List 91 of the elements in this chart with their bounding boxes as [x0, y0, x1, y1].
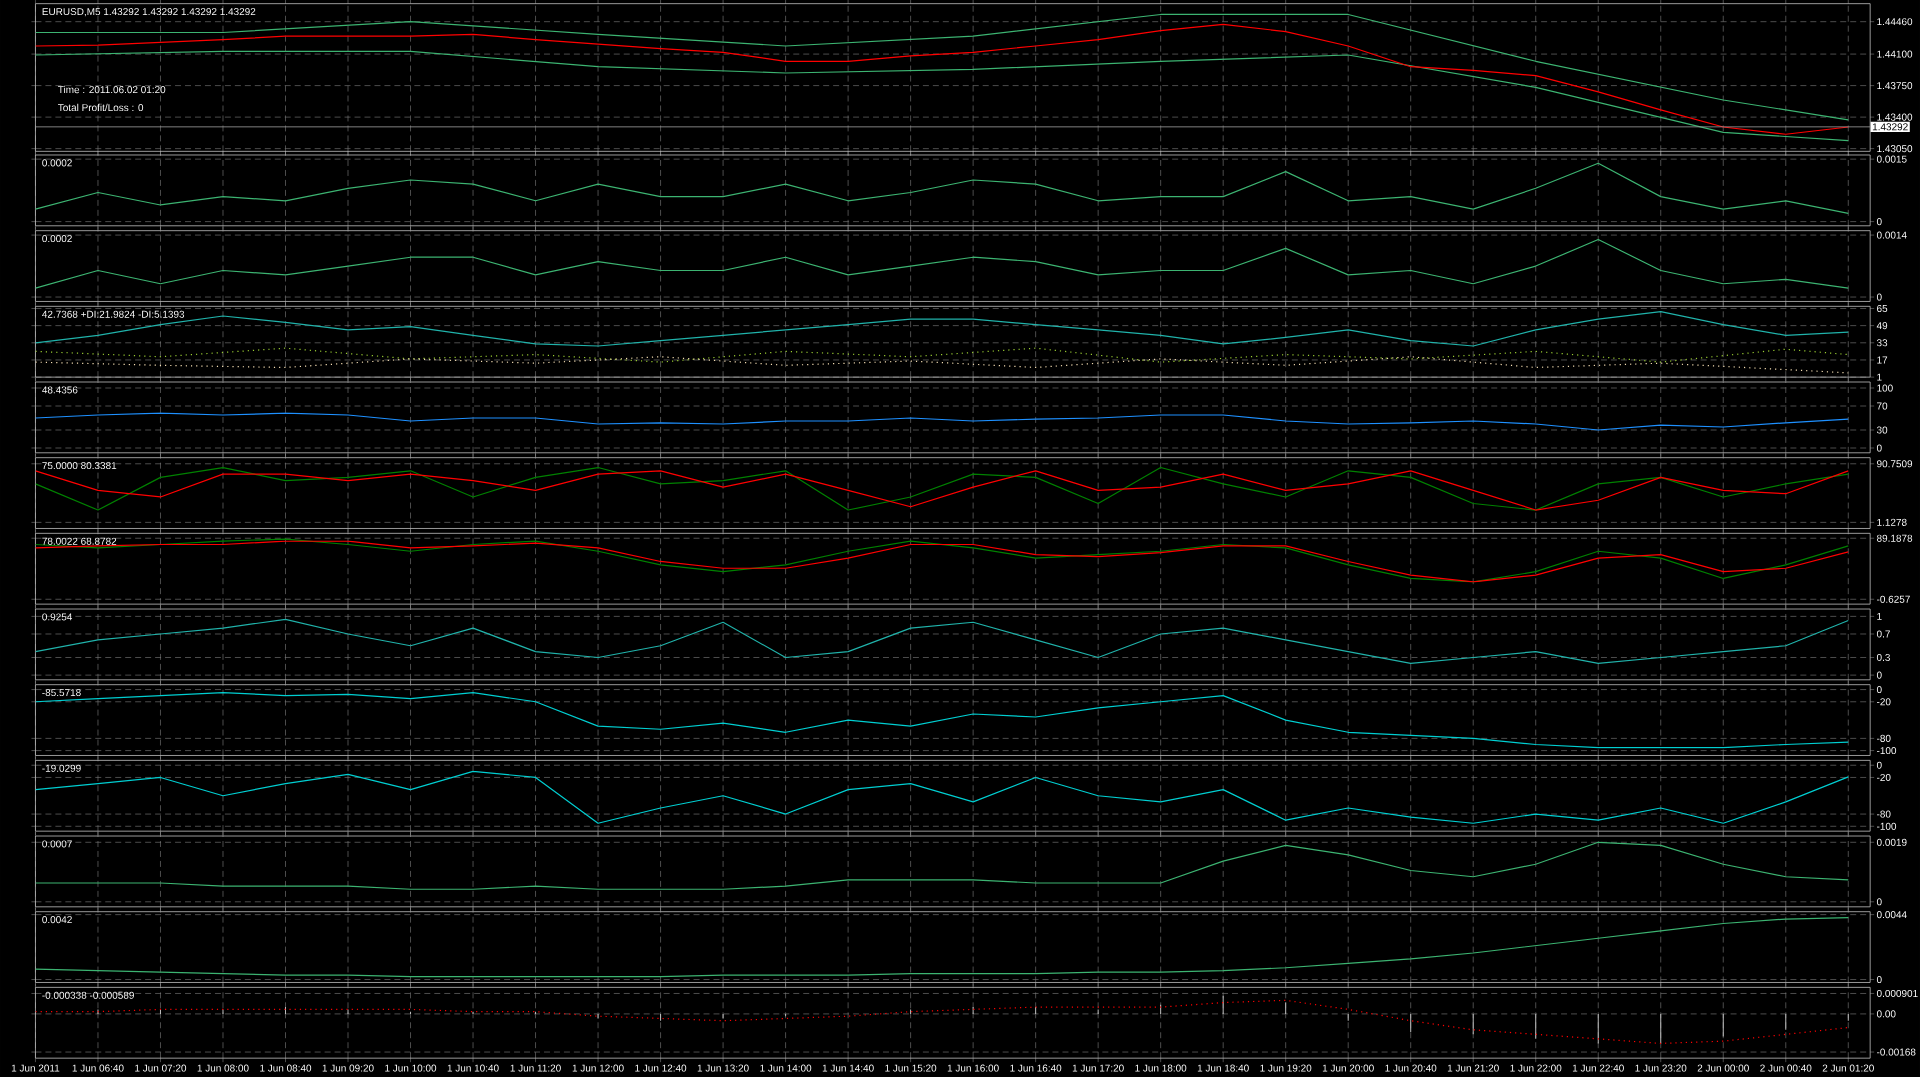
y-tick-label: -100	[1876, 747, 1897, 755]
x-tick-label: 1 Jun 08:00	[197, 1064, 249, 1072]
x-tick-label: 1 Jun 10:00	[385, 1064, 437, 1072]
y-tick-label: 17	[1877, 356, 1888, 364]
chart-title: 0.9254	[42, 613, 73, 621]
chart-title: EURUSD,M5 1.43292 1.43292 1.43292 1.43292	[42, 8, 256, 17]
x-tick-label: 1 Jun 12:40	[635, 1064, 687, 1072]
annotation: Total Profit/Loss : 0	[58, 103, 144, 112]
y-tick-label: 0.000901	[1876, 989, 1918, 998]
x-tick-label: 1 Jun 14:40	[822, 1064, 874, 1072]
y-tick-label: 0.0019	[1876, 838, 1907, 846]
y-tick-label: 0	[1876, 761, 1882, 769]
x-tick-label: 1 Jun 17:20	[1072, 1064, 1124, 1072]
y-tick-label: 0.0014	[1876, 231, 1907, 239]
line-series	[35, 356, 1849, 374]
y-tick-label: 65	[1877, 305, 1888, 313]
y-tick-label: 0	[1876, 293, 1882, 301]
y-tick-label: 33	[1876, 339, 1888, 347]
y-tick-label: 1.44100	[1877, 50, 1913, 58]
y-tick-label: 0.7	[1876, 630, 1890, 638]
x-tick-label: 2 Jun 01:20	[1822, 1064, 1874, 1072]
x-tick-label: 1 Jun 19:20	[1260, 1064, 1312, 1072]
x-tick-label: 1 Jun 13:20	[697, 1064, 749, 1072]
x-tick-label: 1 Jun 10:40	[447, 1064, 499, 1072]
chart-title: 75.0000 80.3381	[42, 462, 117, 470]
x-tick-label: 1 Jun 20:40	[1385, 1064, 1437, 1072]
x-tick-label: 1 Jun 21:20	[1447, 1064, 1499, 1072]
y-tick-label: 49	[1876, 322, 1888, 330]
x-tick-label: 1 Jun 16:40	[1010, 1064, 1062, 1072]
ref-line-label: 1.43292	[1872, 123, 1908, 131]
x-tick-label: 1 Jun 15:20	[885, 1064, 937, 1072]
chart-title: 48.4356	[42, 386, 78, 394]
line-series	[35, 412, 1849, 431]
y-tick-label: -80	[1876, 810, 1891, 818]
x-tick-label: 1 Jun 14:00	[760, 1064, 812, 1072]
chart-title: 78.0022 68.8782	[42, 537, 117, 545]
chart-title: 0.0002	[42, 159, 72, 167]
y-tick-label: 0.3	[1876, 654, 1890, 662]
chart-title: -19.0299	[42, 764, 81, 772]
y-tick-label: 90.7509	[1877, 460, 1913, 468]
x-tick-label: 1 Jun 12:00	[572, 1064, 624, 1072]
x-tick-label: 1 Jun 23:20	[1635, 1064, 1687, 1072]
y-tick-label: 1	[1877, 373, 1882, 381]
y-tick-label: 0.0015	[1876, 155, 1907, 163]
x-tick-label: 1 Jun 07:20	[135, 1064, 187, 1072]
chart-title: 0.0002	[42, 235, 72, 243]
x-tick-label: 1 Jun 18:40	[1197, 1064, 1249, 1072]
y-tick-label: 0	[1876, 898, 1882, 906]
chart-title: 0.0042	[42, 916, 72, 924]
x-tick-label: 1 Jun 11:20	[510, 1064, 561, 1072]
y-tick-label: -0.6257	[1876, 595, 1910, 603]
y-tick-label: 89.1878	[1876, 534, 1913, 542]
y-tick-label: 100	[1877, 384, 1893, 392]
y-tick-label: -100	[1876, 822, 1897, 830]
x-tick-label: 1 Jun 09:20	[322, 1064, 374, 1072]
x-tick-label: 2 Jun 00:00	[1697, 1064, 1749, 1072]
x-tick-label: 1 Jun 08:40	[260, 1064, 312, 1072]
y-tick-label: 0	[1876, 671, 1882, 679]
line-series	[35, 770, 1849, 824]
x-tick-label: 2 Jun 00:40	[1760, 1064, 1812, 1072]
line-series	[35, 50, 1849, 142]
y-tick-label: -20	[1876, 773, 1891, 782]
y-tick-label: 1.43050	[1877, 145, 1913, 153]
y-tick-label: 1.43750	[1877, 82, 1913, 90]
annotation: Time : 2011.06.02 01:20	[58, 85, 166, 94]
y-tick-label: 1	[1877, 613, 1882, 620]
x-tick-label: 1 Jun 20:00	[1322, 1064, 1374, 1072]
y-tick-label: 1.1278	[1877, 518, 1907, 526]
y-tick-label: 0.0044	[1876, 911, 1907, 919]
x-tick-label: 1 Jun 16:00	[947, 1064, 999, 1072]
y-tick-label: 0	[1876, 976, 1882, 984]
y-tick-label: 0.00	[1876, 1010, 1896, 1018]
y-tick-label: 0	[1876, 686, 1882, 694]
y-tick-label: 70	[1877, 402, 1888, 410]
x-tick-label: 1 Jun 06:40	[72, 1064, 124, 1072]
chart-title: 0.0007	[42, 840, 72, 848]
x-tick-label: 1 Jun 22:40	[1572, 1064, 1624, 1072]
x-tick-label: 1 Jun 22:00	[1510, 1064, 1562, 1072]
x-tick-label: 1 Jun 18:00	[1135, 1064, 1187, 1072]
chart-title: 42.7368 +DI:21.9824 -DI:5.1393	[42, 310, 185, 318]
chart-title: -0.000338 -0.000589	[42, 991, 134, 999]
y-tick-label: 0	[1876, 218, 1882, 226]
y-tick-label: 1.44460	[1877, 18, 1913, 26]
y-tick-label: -20	[1876, 698, 1891, 706]
chart-title: -85.5718	[42, 689, 81, 697]
y-tick-label: -0.00168	[1876, 1048, 1916, 1056]
y-tick-label: -80	[1876, 734, 1891, 742]
y-tick-label: 0	[1876, 444, 1882, 452]
x-tick-label: 1 Jun 2011	[11, 1064, 60, 1072]
y-tick-label: 30	[1876, 426, 1888, 434]
y-tick-label: 1.43400	[1877, 113, 1913, 121]
